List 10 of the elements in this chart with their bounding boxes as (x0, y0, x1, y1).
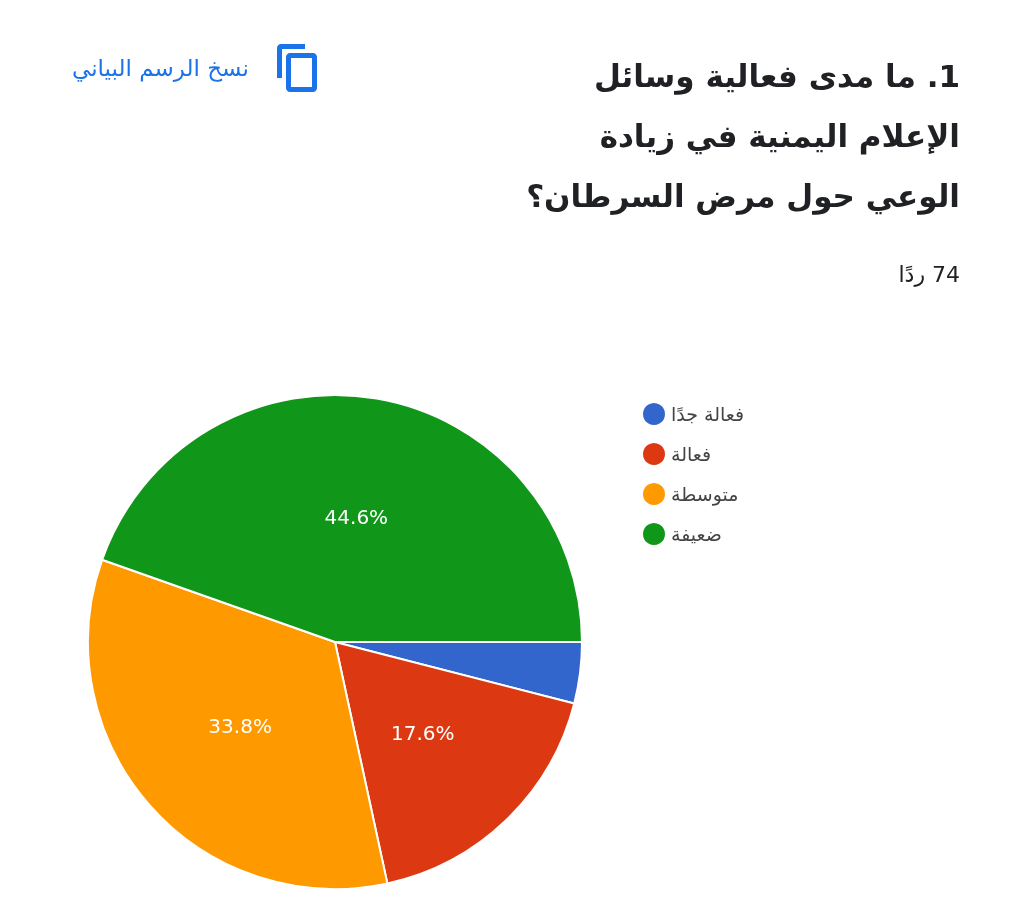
legend-label: ضعيفة (671, 523, 722, 545)
data-label: 44.6% (324, 505, 389, 530)
data-label: 33.8% (208, 713, 272, 738)
legend-label: فعالة جدًا (671, 403, 745, 425)
legend-label: متوسطة (671, 483, 739, 506)
text: نسخ الرسم البياني (72, 55, 249, 81)
legend-label: فعالة (671, 443, 712, 465)
chart-title: 1. ما مدى فعالية وسائل الإعلام اليمنية في زيادة الوعي حول مرض السرطان؟ (525, 57, 960, 217)
data-label: 17.6% (390, 721, 455, 746)
text: 74 ردًا (898, 262, 960, 287)
